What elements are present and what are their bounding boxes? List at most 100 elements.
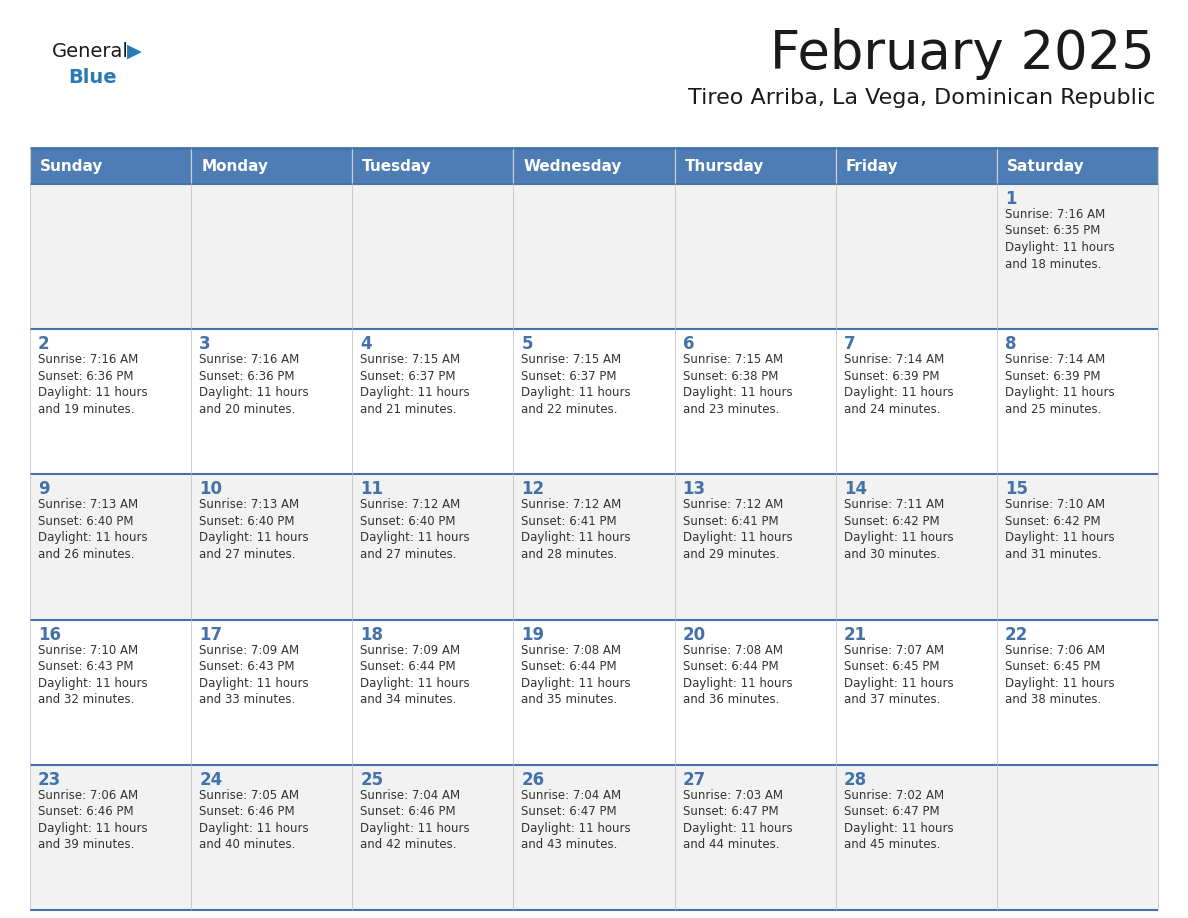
Bar (835, 330, 997, 475)
Text: Friday: Friday (846, 159, 898, 174)
Text: Sunrise: 7:10 AM: Sunrise: 7:10 AM (1005, 498, 1105, 511)
Text: and 27 minutes.: and 27 minutes. (200, 548, 296, 561)
Text: Sunrise: 7:13 AM: Sunrise: 7:13 AM (200, 498, 299, 511)
Text: Sunset: 6:36 PM: Sunset: 6:36 PM (38, 370, 133, 383)
Text: Daylight: 11 hours: Daylight: 11 hours (200, 386, 309, 399)
Text: Sunrise: 7:16 AM: Sunrise: 7:16 AM (1005, 208, 1105, 221)
Text: Sunset: 6:39 PM: Sunset: 6:39 PM (1005, 370, 1100, 383)
Text: Sunrise: 7:07 AM: Sunrise: 7:07 AM (843, 644, 943, 656)
Text: Daylight: 11 hours: Daylight: 11 hours (683, 677, 792, 689)
Text: Daylight: 11 hours: Daylight: 11 hours (200, 532, 309, 544)
Text: Sunset: 6:46 PM: Sunset: 6:46 PM (38, 805, 133, 818)
Text: and 24 minutes.: and 24 minutes. (843, 403, 940, 416)
Text: 15: 15 (1005, 480, 1028, 498)
Text: 25: 25 (360, 771, 384, 789)
Text: 9: 9 (38, 480, 50, 498)
Text: Daylight: 11 hours: Daylight: 11 hours (38, 386, 147, 399)
Text: Sunset: 6:41 PM: Sunset: 6:41 PM (522, 515, 617, 528)
Text: 17: 17 (200, 625, 222, 644)
Text: and 21 minutes.: and 21 minutes. (360, 403, 456, 416)
Text: Sunrise: 7:12 AM: Sunrise: 7:12 AM (360, 498, 461, 511)
Bar (997, 765, 1158, 910)
Text: February 2025: February 2025 (770, 28, 1155, 80)
Bar (675, 475, 835, 620)
Text: Sunrise: 7:16 AM: Sunrise: 7:16 AM (38, 353, 138, 366)
Text: Sunrise: 7:15 AM: Sunrise: 7:15 AM (360, 353, 461, 366)
Bar (353, 765, 513, 910)
Text: 1: 1 (1005, 190, 1017, 208)
Text: Sunset: 6:46 PM: Sunset: 6:46 PM (360, 805, 456, 818)
Text: Daylight: 11 hours: Daylight: 11 hours (1005, 386, 1114, 399)
Text: Sunrise: 7:09 AM: Sunrise: 7:09 AM (360, 644, 461, 656)
Text: Sunrise: 7:10 AM: Sunrise: 7:10 AM (38, 644, 138, 656)
Bar (513, 475, 675, 620)
Bar (997, 330, 1158, 475)
Text: Blue: Blue (68, 68, 116, 87)
Text: Sunset: 6:37 PM: Sunset: 6:37 PM (360, 370, 456, 383)
Text: Saturday: Saturday (1007, 159, 1085, 174)
Bar (513, 330, 675, 475)
Text: Daylight: 11 hours: Daylight: 11 hours (200, 677, 309, 689)
Text: Daylight: 11 hours: Daylight: 11 hours (522, 677, 631, 689)
Text: Daylight: 11 hours: Daylight: 11 hours (1005, 241, 1114, 254)
Bar (191, 148, 353, 184)
Text: Daylight: 11 hours: Daylight: 11 hours (683, 822, 792, 834)
Bar (835, 184, 997, 330)
Text: and 38 minutes.: and 38 minutes. (1005, 693, 1101, 706)
Bar (30, 148, 191, 184)
Text: and 39 minutes.: and 39 minutes. (38, 838, 134, 851)
Bar (353, 620, 513, 765)
Bar (30, 184, 191, 330)
Bar (675, 148, 835, 184)
Text: Sunset: 6:36 PM: Sunset: 6:36 PM (200, 370, 295, 383)
Bar (835, 765, 997, 910)
Text: Daylight: 11 hours: Daylight: 11 hours (360, 822, 470, 834)
Text: 20: 20 (683, 625, 706, 644)
Text: Sunset: 6:37 PM: Sunset: 6:37 PM (522, 370, 617, 383)
Text: Daylight: 11 hours: Daylight: 11 hours (360, 386, 470, 399)
Text: Daylight: 11 hours: Daylight: 11 hours (522, 822, 631, 834)
Text: Sunset: 6:40 PM: Sunset: 6:40 PM (200, 515, 295, 528)
Text: and 31 minutes.: and 31 minutes. (1005, 548, 1101, 561)
Text: Wednesday: Wednesday (524, 159, 621, 174)
Bar (997, 184, 1158, 330)
Text: Monday: Monday (201, 159, 268, 174)
Text: 23: 23 (38, 771, 62, 789)
Text: and 28 minutes.: and 28 minutes. (522, 548, 618, 561)
Text: Sunset: 6:45 PM: Sunset: 6:45 PM (1005, 660, 1100, 673)
Text: 6: 6 (683, 335, 694, 353)
Text: Sunrise: 7:05 AM: Sunrise: 7:05 AM (200, 789, 299, 801)
Text: Sunday: Sunday (40, 159, 103, 174)
Text: and 26 minutes.: and 26 minutes. (38, 548, 134, 561)
Text: and 37 minutes.: and 37 minutes. (843, 693, 940, 706)
Bar (191, 620, 353, 765)
Text: Daylight: 11 hours: Daylight: 11 hours (843, 822, 953, 834)
Text: Daylight: 11 hours: Daylight: 11 hours (38, 822, 147, 834)
Text: Sunrise: 7:09 AM: Sunrise: 7:09 AM (200, 644, 299, 656)
Text: and 18 minutes.: and 18 minutes. (1005, 258, 1101, 271)
Text: and 30 minutes.: and 30 minutes. (843, 548, 940, 561)
Text: Sunrise: 7:03 AM: Sunrise: 7:03 AM (683, 789, 783, 801)
Text: and 42 minutes.: and 42 minutes. (360, 838, 456, 851)
Text: Sunrise: 7:16 AM: Sunrise: 7:16 AM (200, 353, 299, 366)
Text: Daylight: 11 hours: Daylight: 11 hours (1005, 532, 1114, 544)
Text: 11: 11 (360, 480, 384, 498)
Text: Sunset: 6:44 PM: Sunset: 6:44 PM (522, 660, 617, 673)
Text: Sunset: 6:39 PM: Sunset: 6:39 PM (843, 370, 940, 383)
Text: Daylight: 11 hours: Daylight: 11 hours (683, 386, 792, 399)
Text: Daylight: 11 hours: Daylight: 11 hours (360, 532, 470, 544)
Text: Sunrise: 7:14 AM: Sunrise: 7:14 AM (1005, 353, 1105, 366)
Text: Sunrise: 7:04 AM: Sunrise: 7:04 AM (522, 789, 621, 801)
Text: Sunrise: 7:14 AM: Sunrise: 7:14 AM (843, 353, 944, 366)
Text: Sunset: 6:45 PM: Sunset: 6:45 PM (843, 660, 940, 673)
Text: and 34 minutes.: and 34 minutes. (360, 693, 456, 706)
Text: 28: 28 (843, 771, 867, 789)
Text: Sunrise: 7:11 AM: Sunrise: 7:11 AM (843, 498, 944, 511)
Bar (835, 475, 997, 620)
Text: Sunset: 6:40 PM: Sunset: 6:40 PM (360, 515, 456, 528)
Text: 19: 19 (522, 625, 544, 644)
Bar (675, 620, 835, 765)
Text: and 20 minutes.: and 20 minutes. (200, 403, 296, 416)
Bar (30, 475, 191, 620)
Text: 24: 24 (200, 771, 222, 789)
